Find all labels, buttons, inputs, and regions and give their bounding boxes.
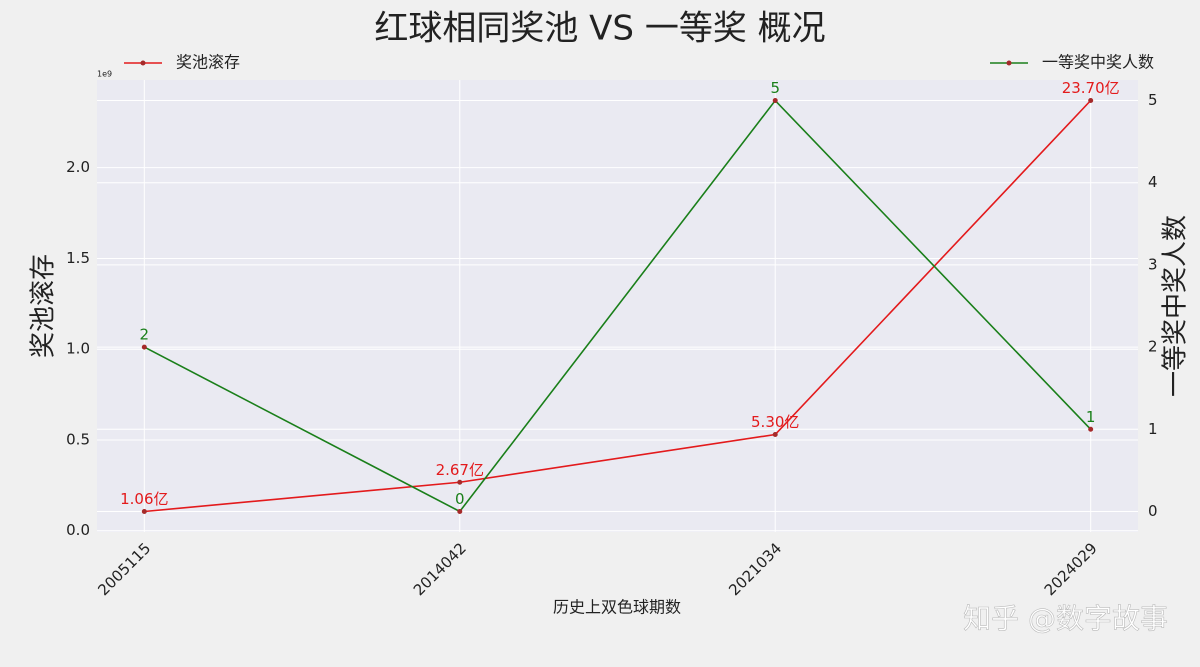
x-tick-label: 2005115	[94, 539, 154, 599]
point	[772, 98, 778, 104]
point	[1088, 426, 1094, 432]
point	[772, 432, 778, 438]
point	[457, 479, 463, 485]
y-offset-label: 1e9	[97, 70, 112, 79]
legend-marker	[140, 60, 146, 66]
data-label: 0	[455, 490, 465, 508]
data-label: 5	[770, 79, 780, 97]
point	[141, 508, 147, 514]
y2-tick-label: 5	[1148, 91, 1158, 109]
y-tick-label: 0.5	[66, 430, 90, 448]
data-label: 1.06亿	[120, 490, 168, 508]
y2-tick-label: 3	[1148, 255, 1158, 273]
point	[1088, 98, 1094, 104]
watermark: 知乎 @数字故事	[963, 602, 1168, 635]
data-label: 2	[140, 326, 150, 344]
y-axis-label: 奖池滚存	[29, 254, 59, 358]
y2-tick-label: 4	[1148, 173, 1158, 191]
data-label: 23.70亿	[1062, 79, 1120, 97]
y2-axis-label: 一等奖中奖人数	[1161, 215, 1191, 397]
y-tick-label: 0.0	[66, 521, 90, 539]
x-tick-label: 2014042	[410, 539, 470, 599]
point	[457, 508, 463, 514]
y2-tick-label: 2	[1148, 338, 1158, 356]
data-label: 5.30亿	[751, 413, 799, 431]
y-tick-label: 2.0	[66, 158, 90, 176]
chart-title: 红球相同奖池 VS 一等奖 概况	[374, 9, 825, 49]
x-tick-label: 2021034	[725, 539, 785, 599]
legend-marker	[1006, 60, 1012, 66]
x-axis-label: 历史上双色球期数	[553, 598, 681, 617]
y2-tick-label: 1	[1148, 420, 1158, 438]
y-tick-label: 1.5	[66, 249, 90, 267]
legend-label: 奖池滚存	[176, 53, 240, 72]
legend-label: 一等奖中奖人数	[1042, 53, 1154, 72]
data-label: 1	[1086, 408, 1096, 426]
data-label: 2.67亿	[436, 461, 484, 479]
y-tick-label: 1.0	[66, 340, 90, 358]
series-line	[144, 99, 1092, 513]
y2-tick-label: 0	[1148, 502, 1158, 520]
x-tick-label: 2024029	[1041, 539, 1101, 599]
series-line	[143, 99, 1092, 513]
point	[141, 344, 147, 350]
